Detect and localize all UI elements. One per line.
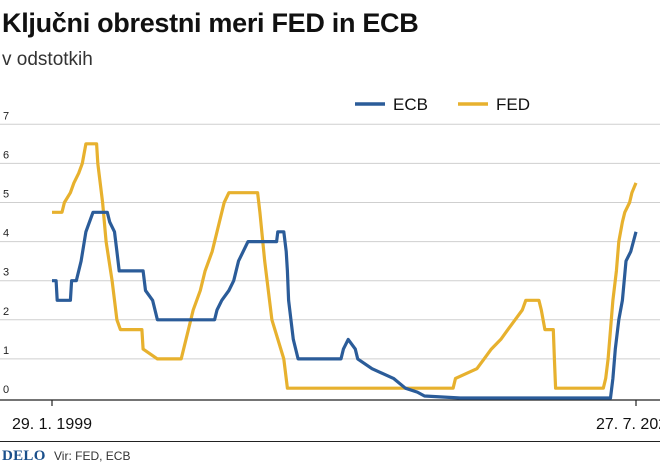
x-tick-label: 27. 7. 2023 [596, 416, 660, 433]
series-line-ecb [52, 210, 638, 400]
footer: DELO Vir: FED, ECB [0, 441, 660, 472]
x-tick-label: 29. 1. 1999 [12, 416, 92, 433]
y-tick-label: 4 [3, 228, 9, 240]
y-tick-label: 2 [3, 306, 9, 318]
delo-logo: DELO [2, 448, 46, 464]
series-lines [52, 142, 638, 400]
source-note: Vir: FED, ECB [54, 449, 131, 463]
legend-label-ecb: ECB [393, 95, 428, 114]
series-line-fed [52, 142, 638, 390]
y-tick-label: 6 [3, 149, 9, 161]
y-axis-ticks: 0 1 2 3 4 5 6 7 [3, 110, 9, 396]
legend-label-fed: FED [496, 95, 530, 114]
legend: ECB FED [355, 95, 530, 114]
y-tick-label: 5 [3, 189, 9, 201]
line-chart: 0 1 2 3 4 5 6 7 29. 1. 1999 27. 7. 2023 ECB FED [0, 95, 660, 433]
y-tick-label: 3 [3, 267, 9, 279]
chart-title: Ključni obrestni meri FED in ECB [2, 8, 419, 38]
footer-divider [0, 441, 660, 442]
y-tick-label: 0 [3, 384, 9, 396]
y-tick-label: 7 [3, 110, 9, 122]
y-tick-label: 1 [3, 345, 9, 357]
chart-subtitle: v odstotkih [2, 49, 93, 70]
x-axis: 29. 1. 1999 27. 7. 2023 [0, 399, 660, 433]
